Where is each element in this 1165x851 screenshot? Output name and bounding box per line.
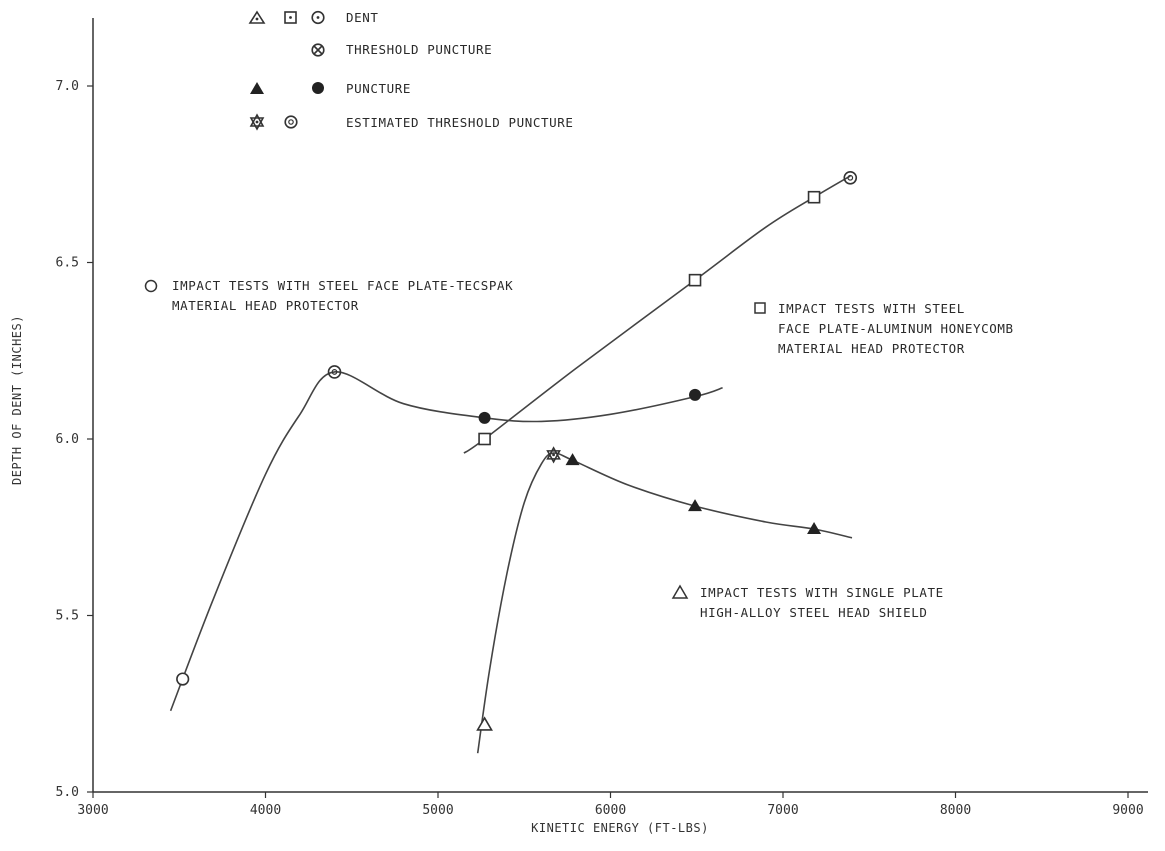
legend-dent-label: DENT [346, 10, 379, 25]
circle-estimated-threshold-puncture-marker [327, 365, 342, 379]
series-note-honeycomb: IMPACT TESTS WITH STEEL FACE PLATE-ALUMI… [754, 301, 1014, 356]
triangle-puncture-marker [807, 522, 822, 535]
y-axis-title: DEPTH OF DENT (INCHES) [10, 315, 24, 485]
x-tick-label: 5000 [422, 803, 453, 818]
circle-puncture-marker [689, 388, 702, 401]
series-note-tecspak: IMPACT TESTS WITH STEEL FACE PLATE-TECSP… [144, 278, 513, 313]
legend-dent-circle-icon [311, 10, 325, 25]
x-tick-label: 8000 [940, 803, 971, 818]
y-tick-label: 5.0 [56, 785, 79, 800]
note-honeycomb-line-3: MATERIAL HEAD PROTECTOR [778, 341, 965, 356]
x-tick-label: 7000 [767, 803, 798, 818]
y-tick-label: 5.5 [56, 609, 79, 624]
legend: DENT THRESHOLD PUNCTURE PUNCTURE ESTIMAT… [248, 10, 574, 131]
note-single-plate-line-1: IMPACT TESTS WITH SINGLE PLATE [700, 585, 944, 600]
legend-estimated-circle-icon [284, 115, 298, 129]
x-tick-label: 3000 [77, 803, 108, 818]
note-honeycomb-line-2: FACE PLATE-ALUMINUM HONEYCOMB [778, 321, 1014, 336]
square-dent-marker [478, 432, 491, 446]
note-square-icon [754, 302, 766, 314]
axes [92, 18, 1148, 793]
x-tick-label: 6000 [595, 803, 626, 818]
legend-threshold-puncture-label: THRESHOLD PUNCTURE [346, 42, 492, 57]
note-honeycomb-line-1: IMPACT TESTS WITH STEEL [778, 301, 965, 316]
tecspak-curve [169, 371, 723, 712]
legend-puncture-circle-icon [312, 82, 324, 94]
square-estimated-threshold-puncture-marker [843, 170, 858, 185]
legend-dent-square-icon [284, 11, 297, 24]
x-tick-label: 4000 [250, 803, 281, 818]
legend-estimated-threshold-puncture-label: ESTIMATED THRESHOLD PUNCTURE [346, 115, 574, 130]
single-plate-curve [476, 452, 853, 754]
triangle-puncture-marker [565, 453, 580, 466]
note-circle-icon [144, 279, 158, 293]
y-tick-label: 6.0 [56, 432, 79, 447]
square-dent-marker [688, 273, 702, 287]
triangle-dent-marker [476, 716, 493, 731]
series-curves [169, 175, 853, 754]
triangle-estimated-threshold-puncture-marker [546, 446, 561, 464]
legend-threshold-puncture-icon [311, 43, 325, 57]
ticks: 3000 4000 5000 6000 7000 8000 9000 5.0 5.5 6.0 6.5… [56, 79, 1144, 818]
legend-dent-triangle-icon [248, 10, 266, 24]
note-single-plate-line-2: HIGH-ALLOY STEEL HEAD SHIELD [700, 605, 928, 620]
y-tick-label: 7.0 [56, 79, 79, 94]
data-markers [176, 170, 858, 731]
x-tick-label: 9000 [1112, 803, 1143, 818]
y-tick-label: 6.5 [56, 256, 79, 271]
legend-puncture-triangle-icon [250, 82, 264, 94]
note-tecspak-line-2: MATERIAL HEAD PROTECTOR [172, 298, 359, 313]
square-dent-marker [807, 190, 821, 204]
circle-dent-marker [176, 672, 190, 686]
x-axis-title: KINETIC ENERGY (FT-LBS) [531, 821, 709, 835]
legend-puncture-label: PUNCTURE [346, 81, 411, 96]
circle-puncture-marker [478, 411, 491, 424]
note-triangle-icon [671, 584, 689, 599]
triangle-puncture-marker [688, 499, 703, 512]
series-note-single-plate: IMPACT TESTS WITH SINGLE PLATE HIGH-ALLO… [671, 584, 944, 620]
legend-estimated-star-icon [249, 113, 265, 131]
note-tecspak-line-1: IMPACT TESTS WITH STEEL FACE PLATE-TECSP… [172, 278, 513, 293]
